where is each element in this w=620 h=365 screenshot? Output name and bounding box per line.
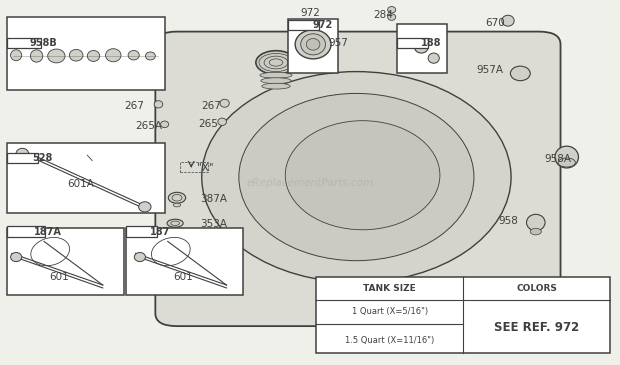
Bar: [7, 228, 125, 295]
Bar: [126, 228, 243, 295]
Ellipse shape: [105, 49, 121, 62]
Ellipse shape: [167, 219, 183, 227]
Ellipse shape: [428, 53, 440, 63]
Text: 267: 267: [201, 101, 221, 111]
Bar: [7, 17, 165, 90]
Text: 670: 670: [485, 18, 505, 28]
Text: 284: 284: [373, 10, 393, 20]
Text: 353A: 353A: [201, 219, 228, 229]
Ellipse shape: [11, 50, 22, 61]
Bar: [316, 277, 610, 353]
Bar: [126, 227, 157, 237]
Ellipse shape: [146, 52, 156, 60]
Ellipse shape: [261, 78, 291, 84]
Ellipse shape: [388, 7, 396, 13]
Text: 187A: 187A: [33, 227, 61, 237]
Ellipse shape: [154, 101, 163, 108]
Ellipse shape: [415, 41, 428, 53]
Ellipse shape: [128, 50, 140, 60]
Ellipse shape: [169, 192, 185, 203]
Ellipse shape: [526, 214, 545, 231]
Bar: [7, 38, 41, 48]
Text: "X": "X": [197, 163, 213, 173]
Ellipse shape: [262, 83, 290, 89]
Ellipse shape: [87, 50, 100, 61]
Bar: [7, 227, 45, 237]
Ellipse shape: [306, 39, 320, 50]
Text: 188: 188: [421, 38, 441, 48]
Text: 958A: 958A: [544, 154, 571, 164]
Ellipse shape: [135, 253, 146, 262]
Ellipse shape: [388, 14, 396, 20]
Bar: [288, 19, 339, 73]
Ellipse shape: [301, 34, 326, 55]
Bar: [180, 162, 208, 172]
Ellipse shape: [139, 202, 151, 212]
Text: 601: 601: [50, 272, 69, 282]
Text: 1 Quart (X=5/16"): 1 Quart (X=5/16"): [352, 307, 428, 316]
Ellipse shape: [220, 99, 229, 107]
Text: 957A: 957A: [476, 65, 503, 75]
Text: 187: 187: [150, 227, 170, 237]
Ellipse shape: [11, 253, 22, 262]
Text: COLORS: COLORS: [516, 284, 557, 293]
Text: 601A: 601A: [68, 179, 95, 189]
Bar: [288, 20, 319, 30]
Ellipse shape: [30, 50, 43, 62]
Text: 528: 528: [32, 153, 52, 163]
Text: 958: 958: [498, 216, 518, 226]
FancyBboxPatch shape: [156, 32, 560, 326]
Text: 972: 972: [312, 20, 332, 30]
Ellipse shape: [510, 66, 530, 81]
Ellipse shape: [173, 203, 180, 207]
Ellipse shape: [239, 93, 474, 261]
Text: eReplacementParts.com: eReplacementParts.com: [246, 177, 374, 188]
Ellipse shape: [16, 148, 29, 158]
Bar: [397, 38, 428, 48]
Text: 387A: 387A: [201, 194, 228, 204]
Text: 265: 265: [198, 119, 218, 129]
Ellipse shape: [530, 228, 541, 235]
Bar: [7, 142, 165, 214]
Text: 601: 601: [174, 272, 193, 282]
Ellipse shape: [502, 15, 514, 26]
Ellipse shape: [555, 146, 578, 168]
Ellipse shape: [161, 121, 169, 128]
Ellipse shape: [558, 158, 575, 167]
Ellipse shape: [295, 30, 331, 59]
Bar: [7, 153, 38, 163]
Ellipse shape: [218, 118, 226, 126]
Ellipse shape: [69, 49, 83, 61]
Text: 972: 972: [300, 8, 320, 18]
Text: 1.5 Quart (X=11/16"): 1.5 Quart (X=11/16"): [345, 335, 434, 345]
Text: 957: 957: [328, 38, 348, 47]
Ellipse shape: [256, 51, 296, 74]
Text: TANK SIZE: TANK SIZE: [363, 284, 416, 293]
Text: SEE REF. 972: SEE REF. 972: [494, 321, 579, 334]
Bar: [397, 24, 448, 73]
Ellipse shape: [202, 72, 511, 283]
Text: 265A: 265A: [136, 121, 162, 131]
Ellipse shape: [48, 49, 65, 63]
Text: 267: 267: [124, 101, 144, 111]
Text: 958B: 958B: [30, 38, 58, 48]
Ellipse shape: [285, 121, 440, 230]
Ellipse shape: [260, 72, 292, 78]
